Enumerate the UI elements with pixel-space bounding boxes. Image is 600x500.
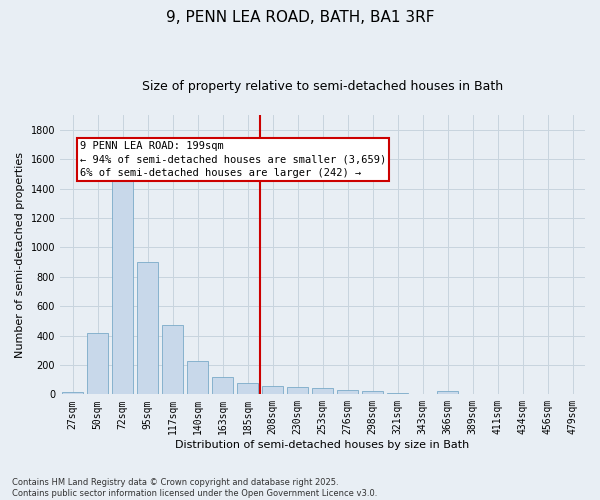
Bar bbox=[237, 382, 258, 394]
Text: 9 PENN LEA ROAD: 199sqm
← 94% of semi-detached houses are smaller (3,659)
6% of : 9 PENN LEA ROAD: 199sqm ← 94% of semi-de… bbox=[80, 142, 386, 178]
Bar bbox=[212, 376, 233, 394]
Bar bbox=[387, 393, 408, 394]
Bar bbox=[112, 181, 133, 394]
Bar bbox=[162, 325, 183, 394]
Bar bbox=[362, 392, 383, 394]
Bar bbox=[87, 332, 108, 394]
Text: Contains HM Land Registry data © Crown copyright and database right 2025.
Contai: Contains HM Land Registry data © Crown c… bbox=[12, 478, 377, 498]
Title: Size of property relative to semi-detached houses in Bath: Size of property relative to semi-detach… bbox=[142, 80, 503, 93]
Bar bbox=[262, 386, 283, 394]
Text: 9, PENN LEA ROAD, BATH, BA1 3RF: 9, PENN LEA ROAD, BATH, BA1 3RF bbox=[166, 10, 434, 25]
Bar bbox=[187, 360, 208, 394]
Bar bbox=[137, 262, 158, 394]
Bar bbox=[287, 387, 308, 394]
Bar bbox=[312, 388, 333, 394]
Bar bbox=[62, 392, 83, 394]
X-axis label: Distribution of semi-detached houses by size in Bath: Distribution of semi-detached houses by … bbox=[175, 440, 470, 450]
Bar bbox=[337, 390, 358, 394]
Y-axis label: Number of semi-detached properties: Number of semi-detached properties bbox=[15, 152, 25, 358]
Bar bbox=[437, 392, 458, 394]
